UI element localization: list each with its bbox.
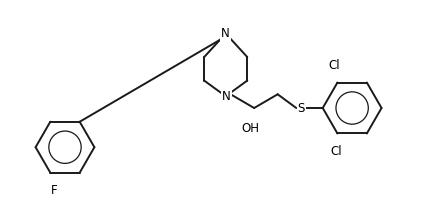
- Text: S: S: [298, 102, 305, 115]
- Text: Cl: Cl: [329, 59, 340, 72]
- Text: Cl: Cl: [331, 145, 342, 158]
- Text: OH: OH: [241, 122, 259, 135]
- Text: N: N: [222, 90, 231, 103]
- Text: F: F: [51, 184, 58, 197]
- Text: N: N: [221, 27, 230, 40]
